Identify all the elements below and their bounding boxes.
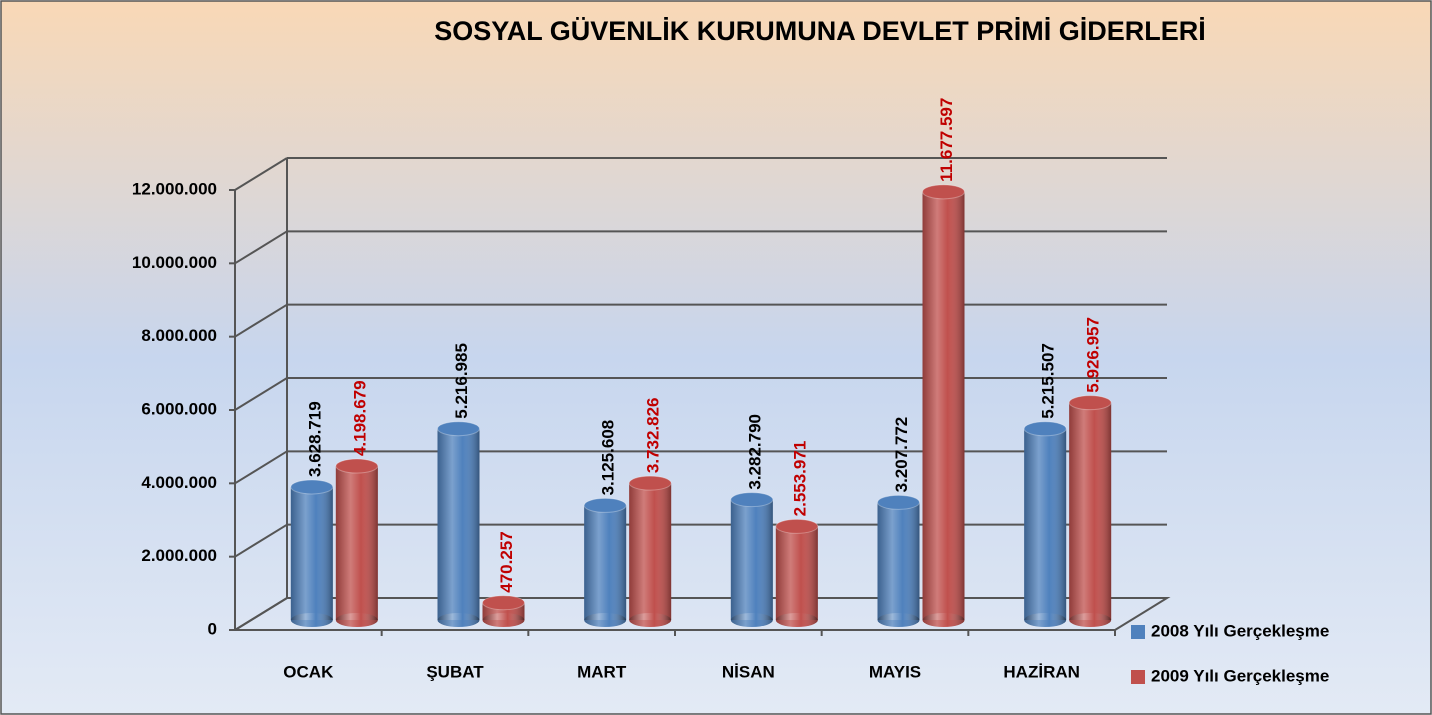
value-label: 470.257	[497, 531, 516, 592]
shading	[629, 483, 672, 620]
legend-label: 2009 Yılı Gerçekleşme	[1151, 666, 1329, 685]
cylinder-top	[1023, 421, 1067, 437]
y-tick-label: 2.000.000	[141, 546, 217, 565]
cylinder-top	[583, 497, 627, 513]
value-label: 5.926.957	[1084, 317, 1103, 393]
shading	[730, 499, 773, 620]
grid-line	[234, 377, 288, 411]
grid-line	[234, 597, 288, 631]
shading	[1024, 428, 1067, 620]
value-label: 3.125.608	[599, 420, 618, 496]
value-label: 5.215.507	[1039, 343, 1058, 419]
value-label: 5.216.985	[452, 343, 471, 419]
cylinder-bottom-shade	[1024, 613, 1067, 627]
x-tick-label: MAYIS	[869, 662, 921, 681]
x-tick-label: MART	[577, 662, 627, 681]
value-label: 3.282.790	[745, 414, 764, 490]
value-label: 3.732.826	[644, 397, 663, 473]
value-label: 4.198.679	[350, 380, 369, 456]
shading	[290, 486, 333, 620]
cylinder-top	[437, 421, 480, 437]
shading	[437, 428, 480, 620]
value-label: 11.677.597	[937, 98, 956, 182]
y-tick-label: 10.000.000	[132, 253, 217, 272]
cylinder-top	[775, 518, 819, 534]
legend-swatch	[1131, 670, 1145, 684]
y-tick-label: 4.000.000	[141, 473, 217, 492]
cylinder-bottom-shade	[437, 613, 480, 627]
cylinder-bottom-shade	[730, 613, 773, 627]
shading	[877, 502, 920, 620]
grid-line	[234, 450, 288, 485]
chart-title: SOSYAL GÜVENLİK KURUMUNA DEVLET PRİMİ Gİ…	[434, 16, 1206, 46]
cylinder-top	[1068, 395, 1112, 411]
y-tick-label: 6.000.000	[141, 399, 217, 418]
cylinder-top	[290, 479, 334, 495]
cylinder-bottom-shade	[629, 613, 672, 627]
cylinder-bottom-shade	[584, 613, 627, 627]
cylinder-bottom-shade	[877, 613, 920, 627]
cylinder-bottom-shade	[335, 613, 378, 627]
cylinder-bottom-shade	[482, 613, 525, 627]
legend-swatch	[1131, 625, 1145, 639]
x-tick-label: OCAK	[283, 662, 334, 681]
legend-label: 2008 Yılı Gerçekleşme	[1151, 621, 1329, 640]
grid-line	[234, 303, 288, 338]
cylinder-top	[877, 494, 920, 510]
y-tick-label: 8.000.000	[141, 326, 217, 345]
cylinder-top	[482, 595, 525, 611]
shading	[584, 505, 627, 620]
value-label: 3.628.719	[305, 401, 324, 477]
cylinder-top	[335, 458, 379, 474]
cylinder-bottom-shade	[922, 613, 965, 627]
grid-line	[234, 157, 288, 191]
cylinder-top	[628, 475, 672, 491]
grid-line	[234, 523, 288, 558]
x-tick-label: NİSAN	[722, 662, 775, 681]
cylinder-bottom-shade	[290, 613, 333, 627]
x-tick-label: ŞUBAT	[426, 662, 484, 681]
cylinder-bottom-shade	[775, 613, 818, 627]
grid-line	[234, 230, 288, 265]
cylinder-top	[730, 492, 774, 508]
y-tick-label: 0	[208, 619, 217, 638]
shading	[1069, 402, 1112, 620]
value-label: 2.553.971	[790, 441, 809, 517]
y-tick-label: 12.000.000	[132, 179, 217, 198]
shading	[922, 191, 965, 620]
x-tick-label: HAZİRAN	[1003, 662, 1080, 681]
value-label: 3.207.772	[892, 417, 911, 493]
shading	[775, 526, 818, 620]
cylinder-top	[922, 184, 965, 200]
cylinder-bottom-shade	[1069, 613, 1112, 627]
shading	[335, 466, 378, 620]
